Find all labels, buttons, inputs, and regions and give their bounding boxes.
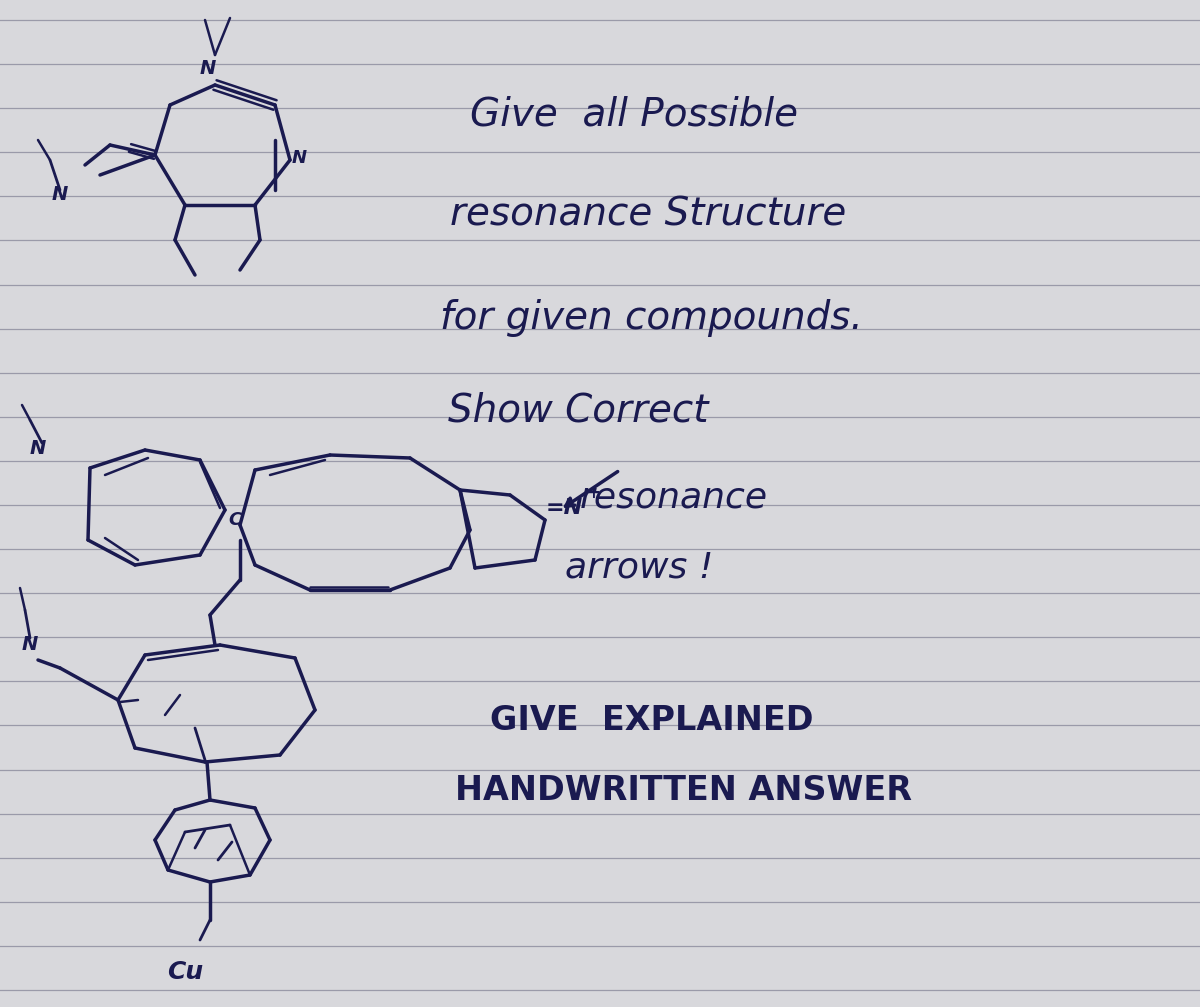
Text: Cu: Cu: [167, 960, 203, 984]
Text: N: N: [22, 635, 38, 655]
Text: C: C: [228, 511, 241, 529]
Text: Show Correct: Show Correct: [448, 391, 708, 429]
Text: resonance Structure: resonance Structure: [450, 196, 846, 234]
Text: N: N: [52, 185, 68, 204]
Text: =N: =N: [546, 498, 583, 518]
Text: N: N: [30, 438, 46, 457]
Text: N: N: [200, 58, 216, 78]
Text: resonance: resonance: [580, 481, 768, 515]
Text: Give  all Possible: Give all Possible: [470, 96, 798, 134]
Text: HANDWRITTEN ANSWER: HANDWRITTEN ANSWER: [455, 773, 912, 807]
Text: for given compounds.: for given compounds.: [440, 299, 863, 337]
Text: arrows !: arrows !: [565, 551, 713, 585]
Text: +: +: [586, 484, 600, 502]
Text: GIVE  EXPLAINED: GIVE EXPLAINED: [490, 704, 814, 736]
Text: N: N: [292, 149, 307, 167]
